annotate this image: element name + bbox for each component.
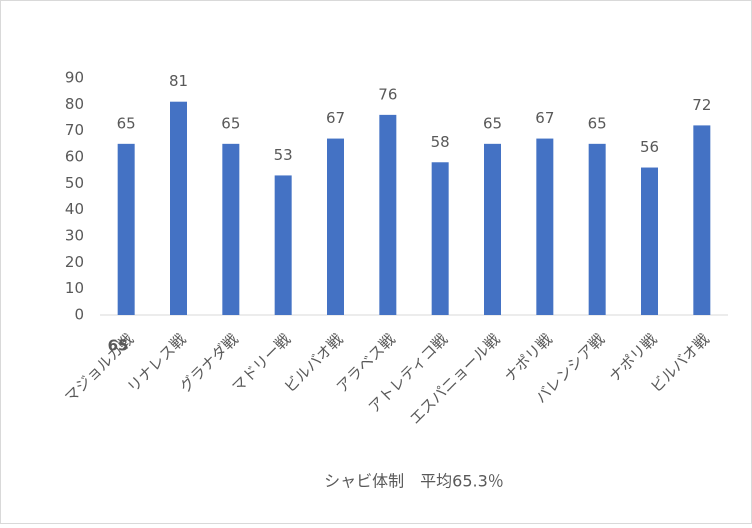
y-tick-label: 10 bbox=[65, 279, 84, 297]
bar bbox=[431, 162, 449, 315]
bar bbox=[379, 114, 397, 315]
annotation: 65 bbox=[108, 337, 129, 355]
data-label: 65 bbox=[117, 114, 136, 132]
bar bbox=[222, 143, 240, 315]
data-label: 58 bbox=[431, 133, 450, 151]
data-label: 53 bbox=[274, 146, 293, 164]
data-label: 65 bbox=[221, 114, 240, 132]
data-label: 76 bbox=[378, 85, 397, 103]
data-label: 81 bbox=[169, 72, 188, 90]
data-label: 72 bbox=[692, 96, 711, 114]
y-tick-label: 0 bbox=[74, 306, 84, 324]
data-label: 65 bbox=[483, 114, 502, 132]
bar bbox=[641, 167, 658, 315]
x-axis-title: シャビ体制 平均65.3％ bbox=[324, 472, 504, 491]
bar bbox=[588, 143, 606, 315]
y-tick-label: 20 bbox=[65, 253, 84, 271]
data-label: 56 bbox=[640, 138, 659, 156]
data-label: 65 bbox=[588, 114, 607, 132]
bar bbox=[274, 175, 292, 315]
y-tick-label: 40 bbox=[65, 200, 84, 218]
bar bbox=[484, 143, 501, 315]
y-tick-label: 30 bbox=[65, 227, 84, 245]
y-tick-label: 80 bbox=[65, 95, 84, 113]
y-tick-label: 60 bbox=[65, 148, 84, 166]
y-tick-label: 50 bbox=[65, 174, 84, 192]
data-label: 67 bbox=[535, 109, 554, 127]
data-label: 67 bbox=[326, 109, 345, 127]
bar bbox=[170, 101, 187, 315]
bar bbox=[327, 138, 344, 315]
bar bbox=[536, 138, 554, 315]
y-tick-label: 70 bbox=[65, 121, 84, 139]
y-tick-label: 90 bbox=[65, 69, 84, 87]
bar bbox=[117, 143, 135, 315]
bar bbox=[693, 125, 711, 316]
